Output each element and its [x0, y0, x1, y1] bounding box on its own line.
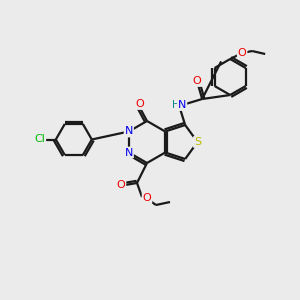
Text: O: O	[193, 76, 202, 86]
Text: S: S	[194, 137, 201, 147]
Text: N: N	[124, 127, 133, 136]
Text: O: O	[117, 180, 125, 190]
Text: O: O	[136, 99, 144, 109]
Text: N: N	[124, 148, 133, 158]
Text: N: N	[178, 100, 186, 110]
Text: O: O	[142, 193, 152, 203]
Text: O: O	[238, 48, 247, 58]
Text: H: H	[172, 100, 180, 110]
Text: Cl: Cl	[34, 134, 45, 145]
